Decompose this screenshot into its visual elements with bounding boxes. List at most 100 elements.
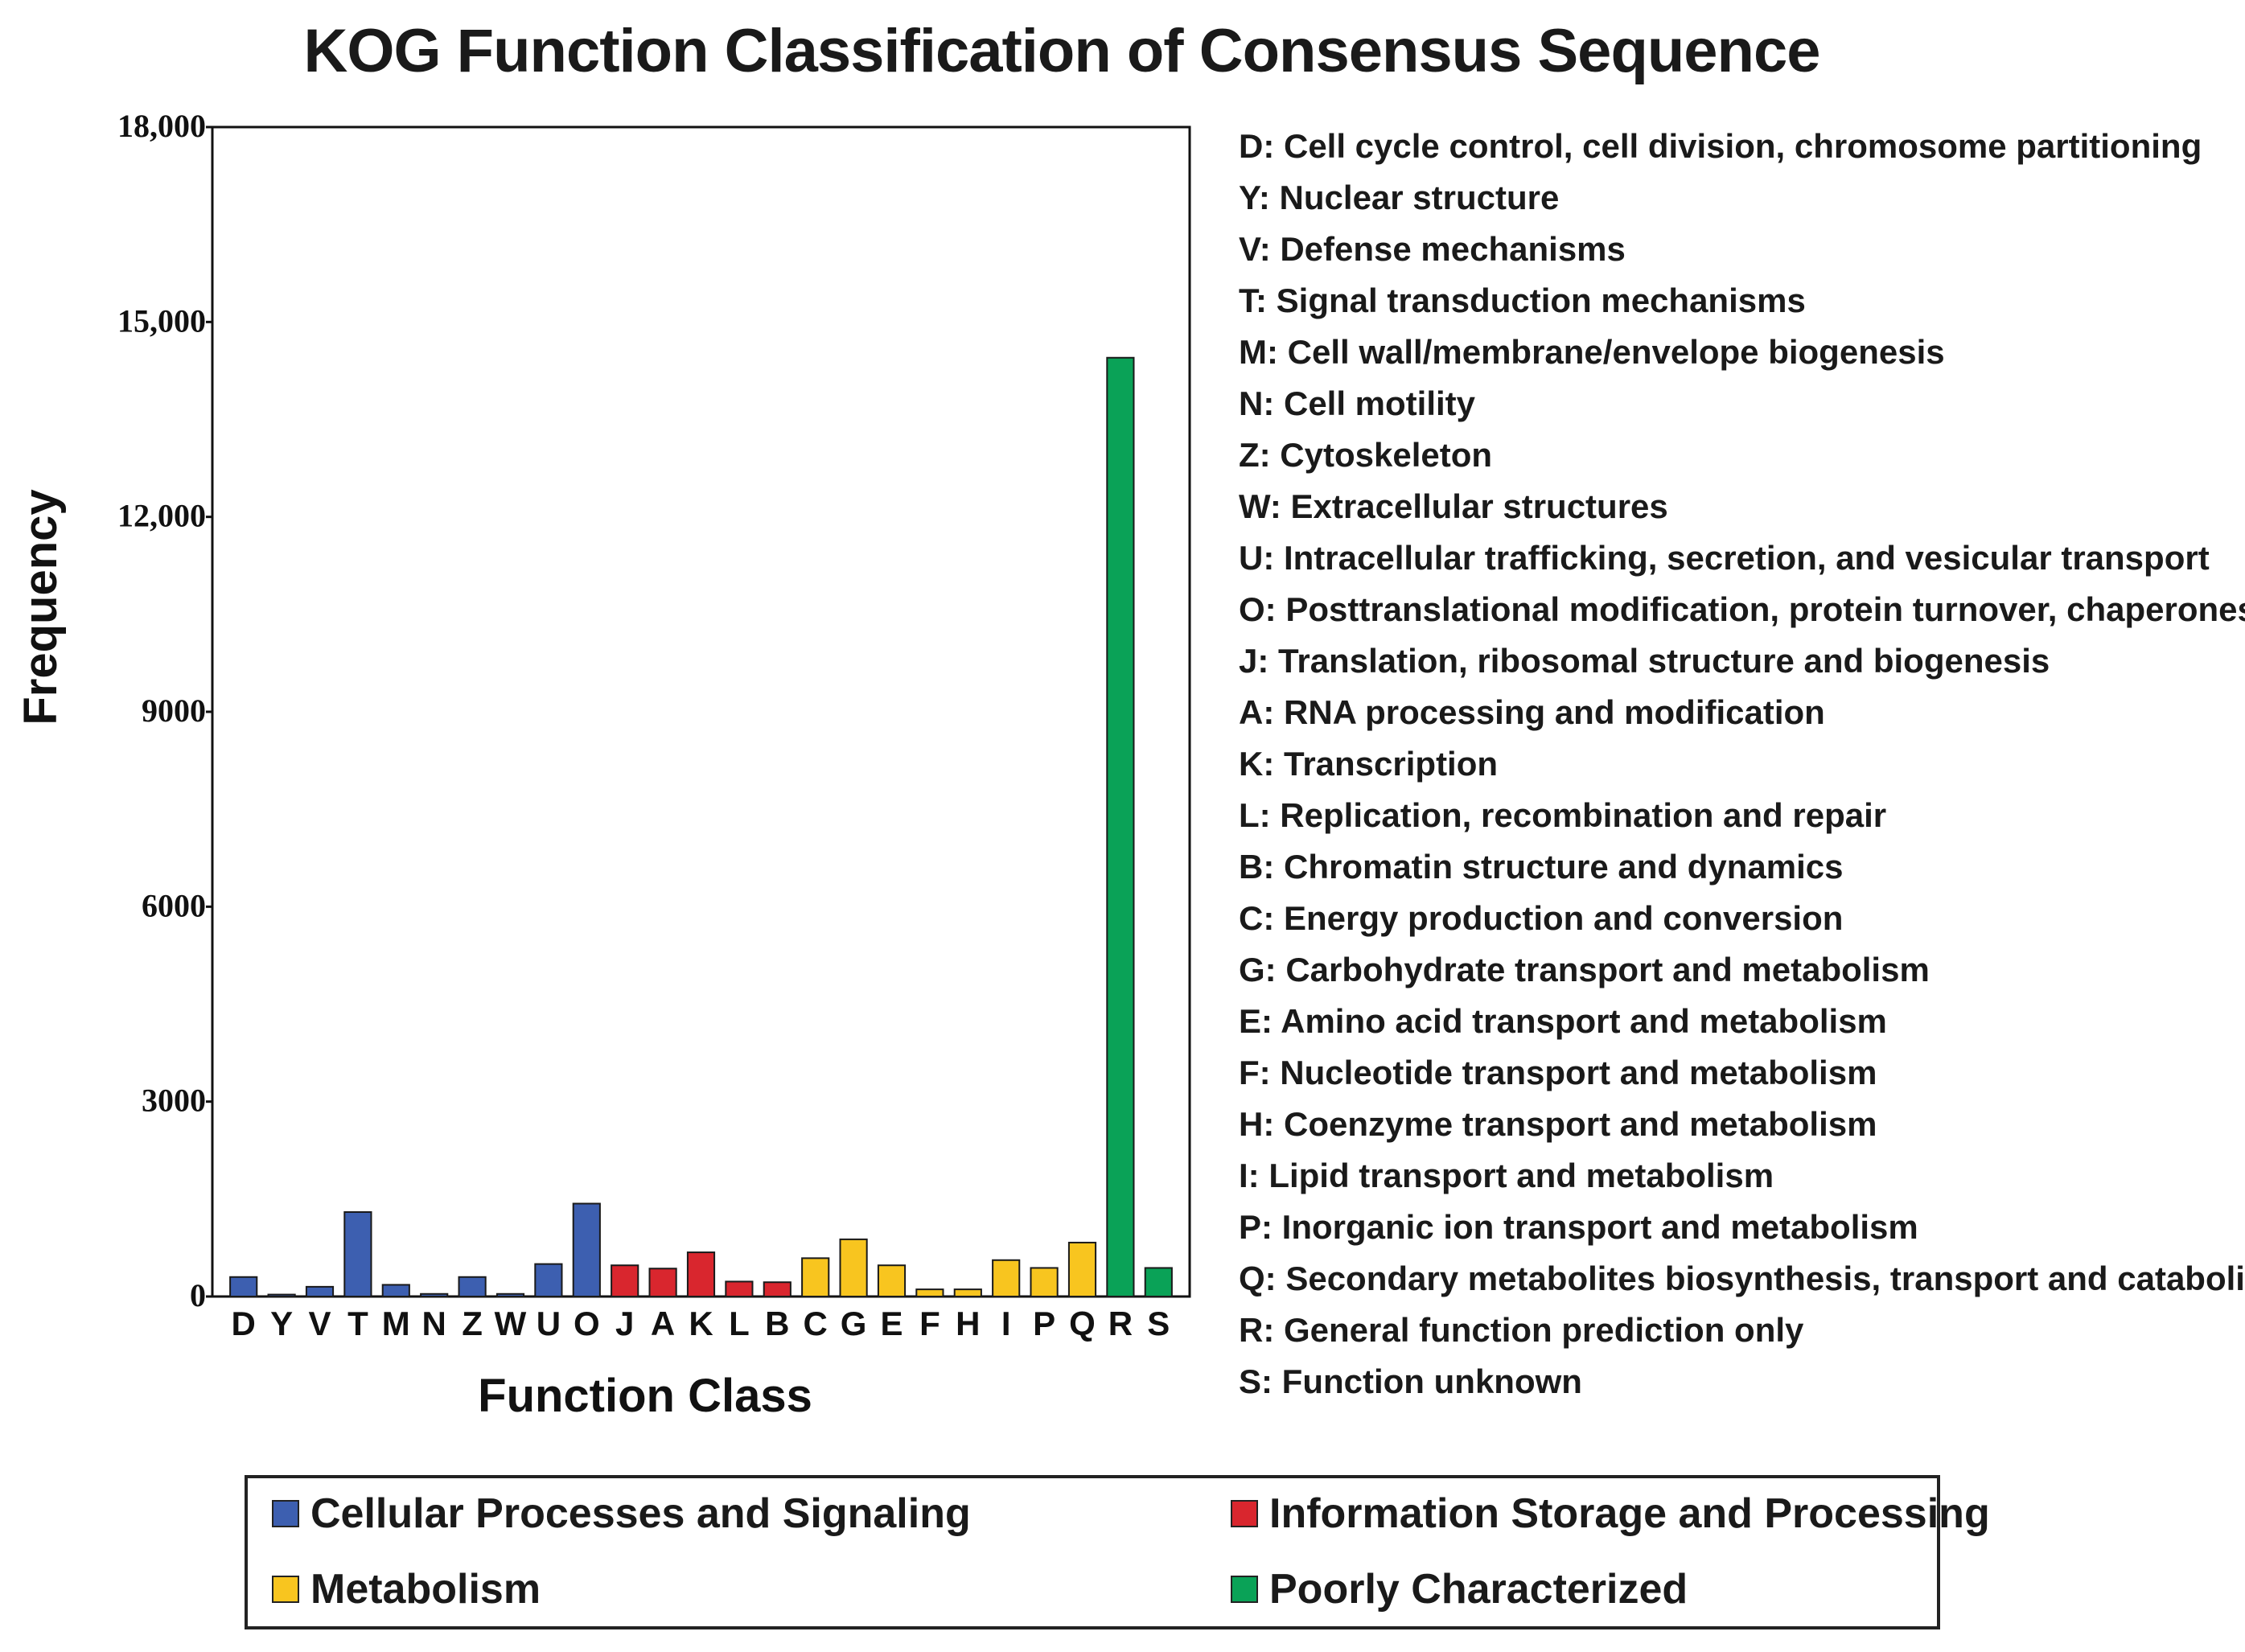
x-tick-label-P: P [1033, 1305, 1055, 1342]
bars [229, 356, 1173, 1298]
bar-T [343, 1210, 372, 1297]
bar-C [801, 1257, 830, 1297]
legend-label-metabolism: Metabolism [310, 1566, 541, 1613]
x-tick-label-J: J [615, 1305, 634, 1342]
description-O: O: Posttranslational modification, prote… [1239, 590, 2245, 628]
x-tick-label-V: V [308, 1305, 331, 1342]
description-P: P: Inorganic ion transport and metabolis… [1239, 1208, 1918, 1246]
description-Y: Y: Nuclear structure [1239, 179, 1560, 216]
bar-P [1030, 1267, 1059, 1297]
description-W: W: Extracellular structures [1239, 487, 1668, 525]
x-tick-label-S: S [1147, 1305, 1170, 1342]
x-tick-label-Y: Y [270, 1305, 293, 1342]
bar-F [915, 1288, 944, 1298]
description-R: R: General function prediction only [1239, 1311, 1804, 1349]
bar-J [611, 1264, 639, 1298]
x-tick-label-Q: Q [1069, 1305, 1096, 1342]
description-H: H: Coenzyme transport and metabolism [1239, 1105, 1877, 1143]
legend-label-poorly: Poorly Characterized [1269, 1566, 1688, 1613]
bar-R [1106, 356, 1135, 1297]
description-D: D: Cell cycle control, cell division, ch… [1239, 127, 2202, 165]
legend-item-metabolism: Metabolism [272, 1565, 541, 1613]
x-tick-label-I: I [1001, 1305, 1011, 1342]
bar-Z [458, 1276, 487, 1298]
description-F: F: Nucleotide transport and metabolism [1239, 1054, 1877, 1091]
y-tick-label: 9000 [142, 692, 206, 729]
bar-I [992, 1259, 1021, 1297]
x-tick-label-F: F [919, 1305, 940, 1342]
legend-label-cellular: Cellular Processes and Signaling [310, 1490, 971, 1537]
description-K: K: Transcription [1239, 745, 1499, 783]
bar-K [686, 1251, 716, 1298]
bar-A [648, 1268, 677, 1297]
bar-L [725, 1280, 754, 1298]
bar-Y [267, 1293, 296, 1297]
legend-item-information: Information Storage and Processing [1231, 1490, 1990, 1538]
description-M: M: Cell wall/membrane/envelope biogenesi… [1239, 333, 1945, 371]
description-A: A: RNA processing and modification [1239, 693, 1825, 731]
x-tick-label-T: T [347, 1305, 368, 1342]
legend-swatch-poorly [1231, 1576, 1258, 1603]
x-tick-label-G: G [841, 1305, 867, 1342]
y-tick-label: 3000 [142, 1083, 206, 1119]
y-tick-label: 15,000 [117, 302, 206, 339]
bar-O [572, 1202, 601, 1298]
x-tick-label-L: L [729, 1305, 750, 1342]
bar-E [877, 1264, 907, 1298]
y-tick-label: 18,000 [117, 108, 206, 144]
x-tick-label-O: O [574, 1305, 600, 1342]
x-tick-label-K: K [689, 1305, 713, 1342]
x-tick-label-C: C [804, 1305, 828, 1342]
description-Q: Q: Secondary metabolites biosynthesis, t… [1239, 1260, 2245, 1297]
bar-S [1144, 1267, 1173, 1297]
description-Z: Z: Cytoskeleton [1239, 436, 1493, 474]
description-V: V: Defense mechanisms [1239, 230, 1626, 268]
x-tick-label-H: H [956, 1305, 980, 1342]
bar-B [763, 1281, 792, 1297]
legend-swatch-information [1231, 1500, 1258, 1527]
legend-item-cellular: Cellular Processes and Signaling [272, 1490, 971, 1538]
description-U: U: Intracellular trafficking, secretion,… [1239, 539, 2210, 577]
description-L: L: Replication, recombination and repair [1239, 796, 1887, 834]
bar-W [495, 1292, 525, 1298]
y-tick-label: 6000 [142, 887, 206, 923]
x-axis-title: Function Class [478, 1370, 812, 1422]
description-N: N: Cell motility [1239, 384, 1476, 422]
x-tick-label-R: R [1108, 1305, 1133, 1342]
description-T: T: Signal transduction mechanisms [1239, 281, 1806, 319]
x-tick-label-W: W [495, 1305, 527, 1342]
y-axis-title: Frequency [14, 489, 67, 725]
x-tick-label-A: A [651, 1305, 675, 1342]
description-S: S: Function unknown [1239, 1362, 1582, 1400]
bar-H [953, 1288, 982, 1298]
legend-swatch-cellular [272, 1500, 299, 1527]
description-G: G: Carbohydrate transport and metabolism [1239, 951, 1930, 988]
description-J: J: Translation, ribosomal structure and … [1239, 642, 2050, 680]
bar-D [229, 1276, 258, 1298]
y-tick-label: 0 [190, 1277, 206, 1313]
chart-title: KOG Function Classification of Consensus… [303, 17, 1820, 85]
x-tick-label-M: M [382, 1305, 410, 1342]
legend: Cellular Processes and Signaling Informa… [245, 1475, 1990, 1629]
function-class-descriptions: D: Cell cycle control, cell division, ch… [1239, 121, 2245, 1407]
x-tick-label-Z: Z [462, 1305, 483, 1342]
description-B: B: Chromatin structure and dynamics [1239, 848, 1844, 886]
bar-G [839, 1238, 868, 1297]
plot-frame [211, 125, 1191, 1298]
bar-M [381, 1284, 410, 1297]
x-tick-label-E: E [880, 1305, 903, 1342]
description-I: I: Lipid transport and metabolism [1239, 1157, 1774, 1194]
x-tick-label-U: U [537, 1305, 561, 1342]
y-axis: 0 3000 6000 9000 12,000 15,000 18,000 [117, 108, 212, 1313]
bar-V [305, 1285, 335, 1297]
description-C: C: Energy production and conversion [1239, 899, 1844, 937]
legend-item-poorly: Poorly Characterized [1231, 1565, 1688, 1613]
description-E: E: Amino acid transport and metabolism [1239, 1002, 1887, 1040]
x-tick-label-N: N [422, 1305, 446, 1342]
legend-label-information: Information Storage and Processing [1269, 1490, 1990, 1537]
bar-Q [1067, 1241, 1097, 1298]
bar-U [534, 1263, 563, 1297]
legend-swatch-metabolism [272, 1576, 299, 1603]
